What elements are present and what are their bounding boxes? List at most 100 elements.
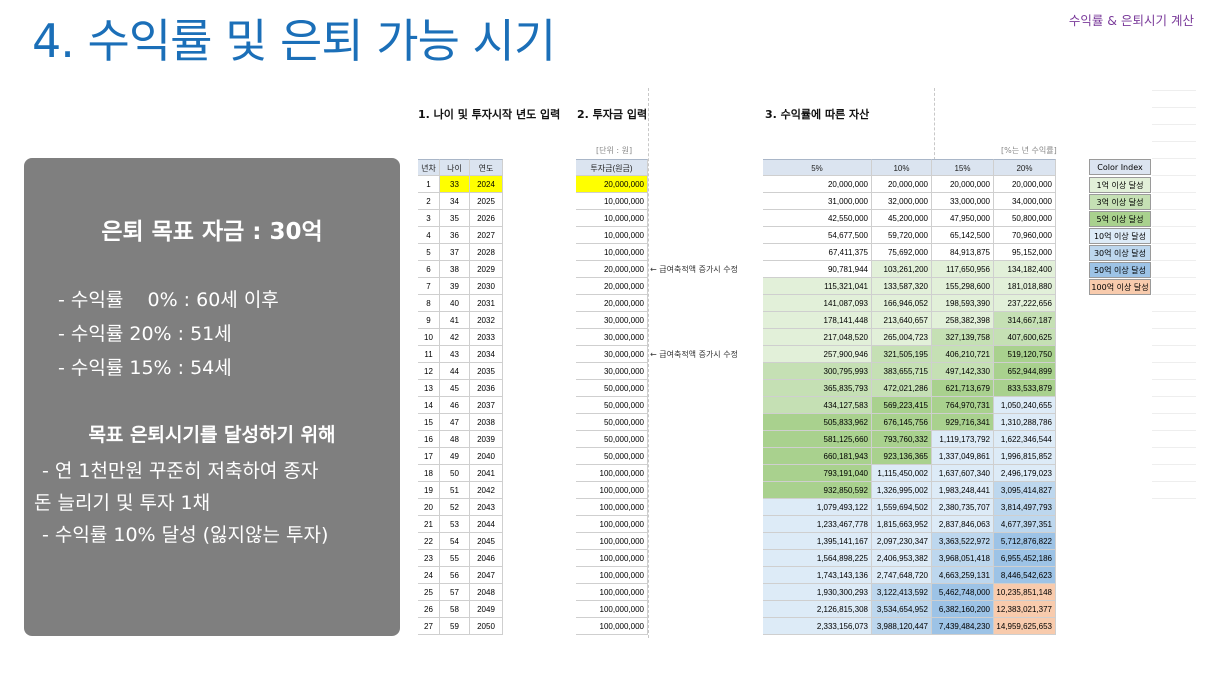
age-cell[interactable]: 52 bbox=[440, 499, 470, 516]
investment-cell[interactable]: 50,000,000 bbox=[576, 448, 648, 465]
asset-10pct-cell[interactable]: 1,815,663,952 bbox=[872, 516, 932, 533]
investment-cell[interactable]: 20,000,000 bbox=[576, 176, 648, 193]
investment-cell[interactable]: 100,000,000 bbox=[576, 567, 648, 584]
asset-10pct-cell[interactable]: 923,136,365 bbox=[872, 448, 932, 465]
year-cell[interactable]: 2037 bbox=[470, 397, 503, 414]
year-cell[interactable]: 2029 bbox=[470, 261, 503, 278]
asset-5pct-cell[interactable]: 365,835,793 bbox=[763, 380, 872, 397]
asset-5pct-cell[interactable]: 1,564,898,225 bbox=[763, 550, 872, 567]
asset-15pct-cell[interactable]: 621,713,679 bbox=[932, 380, 994, 397]
year-index-cell[interactable]: 2 bbox=[418, 193, 440, 210]
asset-5pct-cell[interactable]: 115,321,041 bbox=[763, 278, 872, 295]
year-cell[interactable]: 2034 bbox=[470, 346, 503, 363]
asset-20pct-cell[interactable]: 95,152,000 bbox=[994, 244, 1056, 261]
year-cell[interactable]: 2039 bbox=[470, 431, 503, 448]
asset-10pct-cell[interactable]: 1,326,995,002 bbox=[872, 482, 932, 499]
investment-cell[interactable]: 20,000,000 bbox=[576, 278, 648, 295]
asset-10pct-cell[interactable]: 20,000,000 bbox=[872, 176, 932, 193]
age-cell[interactable]: 41 bbox=[440, 312, 470, 329]
investment-cell[interactable]: 100,000,000 bbox=[576, 584, 648, 601]
asset-10pct-cell[interactable]: 321,505,195 bbox=[872, 346, 932, 363]
year-index-cell[interactable]: 24 bbox=[418, 567, 440, 584]
asset-5pct-cell[interactable]: 793,191,040 bbox=[763, 465, 872, 482]
age-cell[interactable]: 58 bbox=[440, 601, 470, 618]
age-cell[interactable]: 53 bbox=[440, 516, 470, 533]
year-cell[interactable]: 2045 bbox=[470, 533, 503, 550]
investment-cell[interactable]: 30,000,000 bbox=[576, 346, 648, 363]
asset-10pct-cell[interactable]: 265,004,723 bbox=[872, 329, 932, 346]
asset-10pct-cell[interactable]: 2,747,648,720 bbox=[872, 567, 932, 584]
year-cell[interactable]: 2049 bbox=[470, 601, 503, 618]
investment-cell[interactable]: 10,000,000 bbox=[576, 244, 648, 261]
age-cell[interactable]: 33 bbox=[440, 176, 470, 193]
asset-20pct-cell[interactable]: 314,667,187 bbox=[994, 312, 1056, 329]
year-cell[interactable]: 2033 bbox=[470, 329, 503, 346]
asset-20pct-cell[interactable]: 2,496,179,023 bbox=[994, 465, 1056, 482]
asset-5pct-cell[interactable]: 1,930,300,293 bbox=[763, 584, 872, 601]
asset-15pct-cell[interactable]: 65,142,500 bbox=[932, 227, 994, 244]
year-index-cell[interactable]: 19 bbox=[418, 482, 440, 499]
asset-15pct-cell[interactable]: 33,000,000 bbox=[932, 193, 994, 210]
investment-cell[interactable]: 10,000,000 bbox=[576, 193, 648, 210]
investment-cell[interactable]: 50,000,000 bbox=[576, 397, 648, 414]
asset-10pct-cell[interactable]: 793,760,332 bbox=[872, 431, 932, 448]
asset-10pct-cell[interactable]: 166,946,052 bbox=[872, 295, 932, 312]
year-cell[interactable]: 2024 bbox=[470, 176, 503, 193]
asset-10pct-cell[interactable]: 133,587,320 bbox=[872, 278, 932, 295]
investment-cell[interactable]: 100,000,000 bbox=[576, 482, 648, 499]
year-cell[interactable]: 2025 bbox=[470, 193, 503, 210]
year-index-cell[interactable]: 27 bbox=[418, 618, 440, 635]
asset-15pct-cell[interactable]: 3,363,522,972 bbox=[932, 533, 994, 550]
asset-15pct-cell[interactable]: 929,716,341 bbox=[932, 414, 994, 431]
asset-20pct-cell[interactable]: 5,712,876,822 bbox=[994, 533, 1056, 550]
investment-cell[interactable]: 30,000,000 bbox=[576, 329, 648, 346]
age-cell[interactable]: 55 bbox=[440, 550, 470, 567]
year-cell[interactable]: 2035 bbox=[470, 363, 503, 380]
asset-15pct-cell[interactable]: 327,139,758 bbox=[932, 329, 994, 346]
asset-10pct-cell[interactable]: 676,145,756 bbox=[872, 414, 932, 431]
age-cell[interactable]: 59 bbox=[440, 618, 470, 635]
asset-15pct-cell[interactable]: 6,382,160,200 bbox=[932, 601, 994, 618]
asset-5pct-cell[interactable]: 31,000,000 bbox=[763, 193, 872, 210]
age-cell[interactable]: 47 bbox=[440, 414, 470, 431]
asset-15pct-cell[interactable]: 406,210,721 bbox=[932, 346, 994, 363]
year-index-cell[interactable]: 16 bbox=[418, 431, 440, 448]
year-cell[interactable]: 2038 bbox=[470, 414, 503, 431]
asset-15pct-cell[interactable]: 5,462,748,000 bbox=[932, 584, 994, 601]
year-cell[interactable]: 2047 bbox=[470, 567, 503, 584]
asset-5pct-cell[interactable]: 54,677,500 bbox=[763, 227, 872, 244]
age-cell[interactable]: 37 bbox=[440, 244, 470, 261]
year-cell[interactable]: 2048 bbox=[470, 584, 503, 601]
asset-10pct-cell[interactable]: 32,000,000 bbox=[872, 193, 932, 210]
asset-20pct-cell[interactable]: 20,000,000 bbox=[994, 176, 1056, 193]
asset-15pct-cell[interactable]: 84,913,875 bbox=[932, 244, 994, 261]
year-index-cell[interactable]: 23 bbox=[418, 550, 440, 567]
year-index-cell[interactable]: 13 bbox=[418, 380, 440, 397]
asset-5pct-cell[interactable]: 1,233,467,778 bbox=[763, 516, 872, 533]
age-cell[interactable]: 42 bbox=[440, 329, 470, 346]
asset-5pct-cell[interactable]: 434,127,583 bbox=[763, 397, 872, 414]
asset-20pct-cell[interactable]: 237,222,656 bbox=[994, 295, 1056, 312]
asset-20pct-cell[interactable]: 134,182,400 bbox=[994, 261, 1056, 278]
year-index-cell[interactable]: 26 bbox=[418, 601, 440, 618]
year-index-cell[interactable]: 5 bbox=[418, 244, 440, 261]
year-index-cell[interactable]: 4 bbox=[418, 227, 440, 244]
investment-cell[interactable]: 50,000,000 bbox=[576, 380, 648, 397]
asset-20pct-cell[interactable]: 652,944,899 bbox=[994, 363, 1056, 380]
age-cell[interactable]: 44 bbox=[440, 363, 470, 380]
investment-cell[interactable]: 100,000,000 bbox=[576, 465, 648, 482]
age-cell[interactable]: 35 bbox=[440, 210, 470, 227]
asset-5pct-cell[interactable]: 581,125,660 bbox=[763, 431, 872, 448]
year-index-cell[interactable]: 11 bbox=[418, 346, 440, 363]
asset-5pct-cell[interactable]: 2,126,815,308 bbox=[763, 601, 872, 618]
age-cell[interactable]: 48 bbox=[440, 431, 470, 448]
investment-cell[interactable]: 100,000,000 bbox=[576, 550, 648, 567]
year-cell[interactable]: 2030 bbox=[470, 278, 503, 295]
age-cell[interactable]: 39 bbox=[440, 278, 470, 295]
year-index-cell[interactable]: 12 bbox=[418, 363, 440, 380]
asset-20pct-cell[interactable]: 181,018,880 bbox=[994, 278, 1056, 295]
investment-cell[interactable]: 100,000,000 bbox=[576, 601, 648, 618]
asset-15pct-cell[interactable]: 2,380,735,707 bbox=[932, 499, 994, 516]
year-index-cell[interactable]: 14 bbox=[418, 397, 440, 414]
asset-5pct-cell[interactable]: 257,900,946 bbox=[763, 346, 872, 363]
